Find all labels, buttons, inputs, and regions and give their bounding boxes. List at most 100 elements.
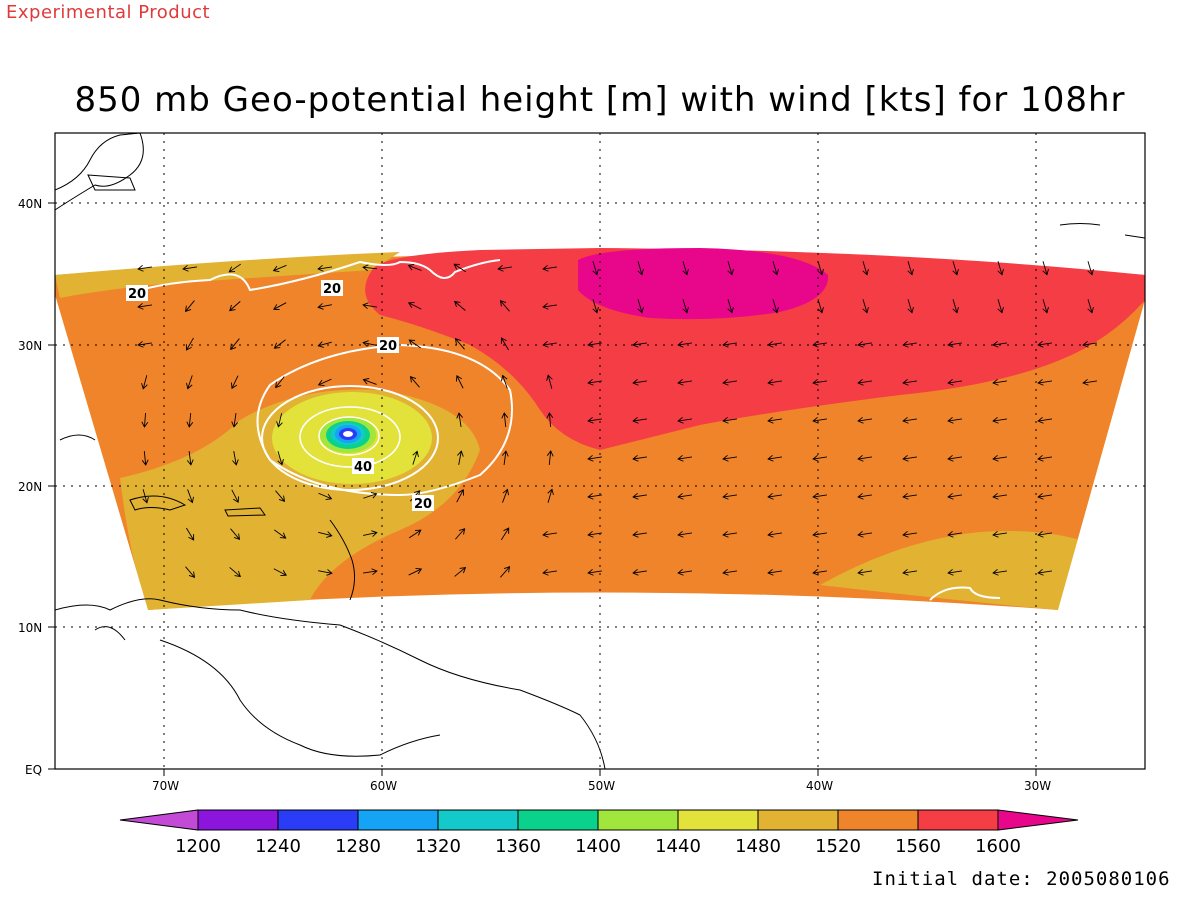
- wind-arrow: [587, 454, 602, 462]
- wind-arrow: [722, 492, 737, 500]
- wind-arrow: [857, 416, 872, 424]
- wind-arrow: [992, 454, 1007, 462]
- wind-arrow: [997, 261, 1004, 276]
- wind-arrow: [1037, 340, 1052, 348]
- wind-arrow: [722, 340, 737, 348]
- wind-arrow: [947, 492, 962, 500]
- wind-arrow: [722, 454, 737, 462]
- wind-arrow: [997, 299, 1004, 314]
- colorbar-swatch: [357, 809, 439, 831]
- lat-tick-label: 10N: [18, 621, 42, 635]
- wind-arrow: [587, 416, 602, 424]
- wind-arrow: [947, 378, 962, 386]
- lon-tick-label: 60W: [370, 779, 397, 793]
- colorbar-swatch: [197, 809, 279, 831]
- wind-arrow: [317, 378, 332, 387]
- lon-tick-label: 30W: [1024, 779, 1051, 793]
- wind-arrow: [677, 340, 692, 348]
- wind-arrow: [767, 492, 782, 500]
- wind-arrow: [907, 261, 914, 276]
- colorbar-label: 1520: [815, 836, 861, 857]
- wind-arrow: [407, 264, 422, 271]
- wind-arrow: [185, 527, 195, 541]
- lat-axis: 40N 30N 20N 10N EQ: [18, 197, 55, 777]
- wind-arrow: [141, 450, 149, 466]
- wind-arrow: [137, 264, 152, 272]
- colorbar-label: 1400: [575, 836, 621, 857]
- wind-arrow: [767, 340, 782, 348]
- wind-arrow: [500, 337, 509, 351]
- wind-arrow: [362, 378, 377, 385]
- wind-arrow: [500, 527, 510, 541]
- wind-arrow: [407, 301, 422, 310]
- wind-arrow: [857, 530, 872, 538]
- wind-arrow: [137, 302, 152, 310]
- wind-arrow: [592, 261, 599, 276]
- experimental-product-label: Experimental Product: [6, 2, 211, 23]
- wind-arrow: [812, 378, 827, 386]
- wind-arrow: [363, 530, 378, 537]
- wind-arrow: [952, 261, 959, 276]
- wind-arrow: [272, 264, 287, 272]
- lat-tick-label: 30N: [18, 339, 42, 353]
- wind-arrow: [992, 378, 1007, 386]
- wind-arrow: [453, 300, 466, 311]
- wind-arrow: [542, 530, 557, 538]
- wind-arrow: [142, 489, 149, 504]
- wind-arrow: [1037, 568, 1052, 576]
- wind-arrow: [857, 568, 872, 576]
- wind-arrow: [587, 530, 602, 538]
- colorbar-swatch: [517, 809, 599, 831]
- wind-arrow: [907, 299, 914, 314]
- wind-arrow: [862, 261, 869, 276]
- wind-vectors: [137, 261, 1097, 579]
- wind-arrow: [362, 302, 377, 310]
- wind-arrow: [587, 492, 602, 500]
- wind-arrow: [185, 300, 195, 313]
- wind-arrow: [231, 413, 239, 428]
- wind-arrow: [542, 264, 557, 272]
- domain-mask-left: [55, 295, 148, 610]
- wind-arrow: [273, 302, 287, 311]
- wind-arrow: [186, 451, 194, 466]
- wind-arrow: [453, 263, 467, 273]
- colorbar-swatch: [917, 809, 999, 831]
- wind-arrow: [230, 528, 241, 541]
- wind-arrow: [455, 374, 464, 389]
- wind-arrow: [274, 529, 287, 539]
- storm-core-1240: [343, 431, 353, 437]
- lat-tick-label: 20N: [18, 480, 42, 494]
- colorbar-label: 1600: [975, 836, 1021, 857]
- wind-arrow: [952, 299, 959, 314]
- wind-arrow: [902, 378, 917, 386]
- wind-contour-20-north: [139, 259, 501, 292]
- wind-arrow: [456, 412, 464, 427]
- wind-arrow: [587, 568, 602, 576]
- wind-arrow: [228, 263, 242, 273]
- wind-arrow: [947, 416, 962, 424]
- wind-arrow: [992, 492, 1007, 500]
- colorbar-swatch: [277, 809, 359, 831]
- wind-arrow: [632, 340, 647, 348]
- wind-arrow: [1037, 530, 1052, 538]
- wind-arrow: [992, 340, 1007, 348]
- wind-arrow: [677, 378, 692, 386]
- wind-arrow: [902, 492, 917, 500]
- wind-arrow: [677, 530, 692, 538]
- wind-arrow: [457, 450, 464, 465]
- wind-arrow: [408, 339, 421, 349]
- wind-arrow: [273, 568, 287, 577]
- wind-arrow: [1087, 261, 1094, 276]
- wind-arrow: [592, 299, 599, 314]
- wind-arrow: [947, 454, 962, 462]
- wind-arrow: [1037, 454, 1052, 462]
- wind-arrow: [546, 450, 554, 466]
- wind-arrow: [902, 416, 917, 424]
- wind-arrow: [677, 416, 692, 424]
- wind-arrow: [632, 492, 647, 500]
- wind-arrow: [232, 451, 239, 466]
- wind-arrow: [542, 340, 557, 348]
- wind-arrow: [767, 568, 782, 576]
- wind-arrow: [947, 568, 962, 576]
